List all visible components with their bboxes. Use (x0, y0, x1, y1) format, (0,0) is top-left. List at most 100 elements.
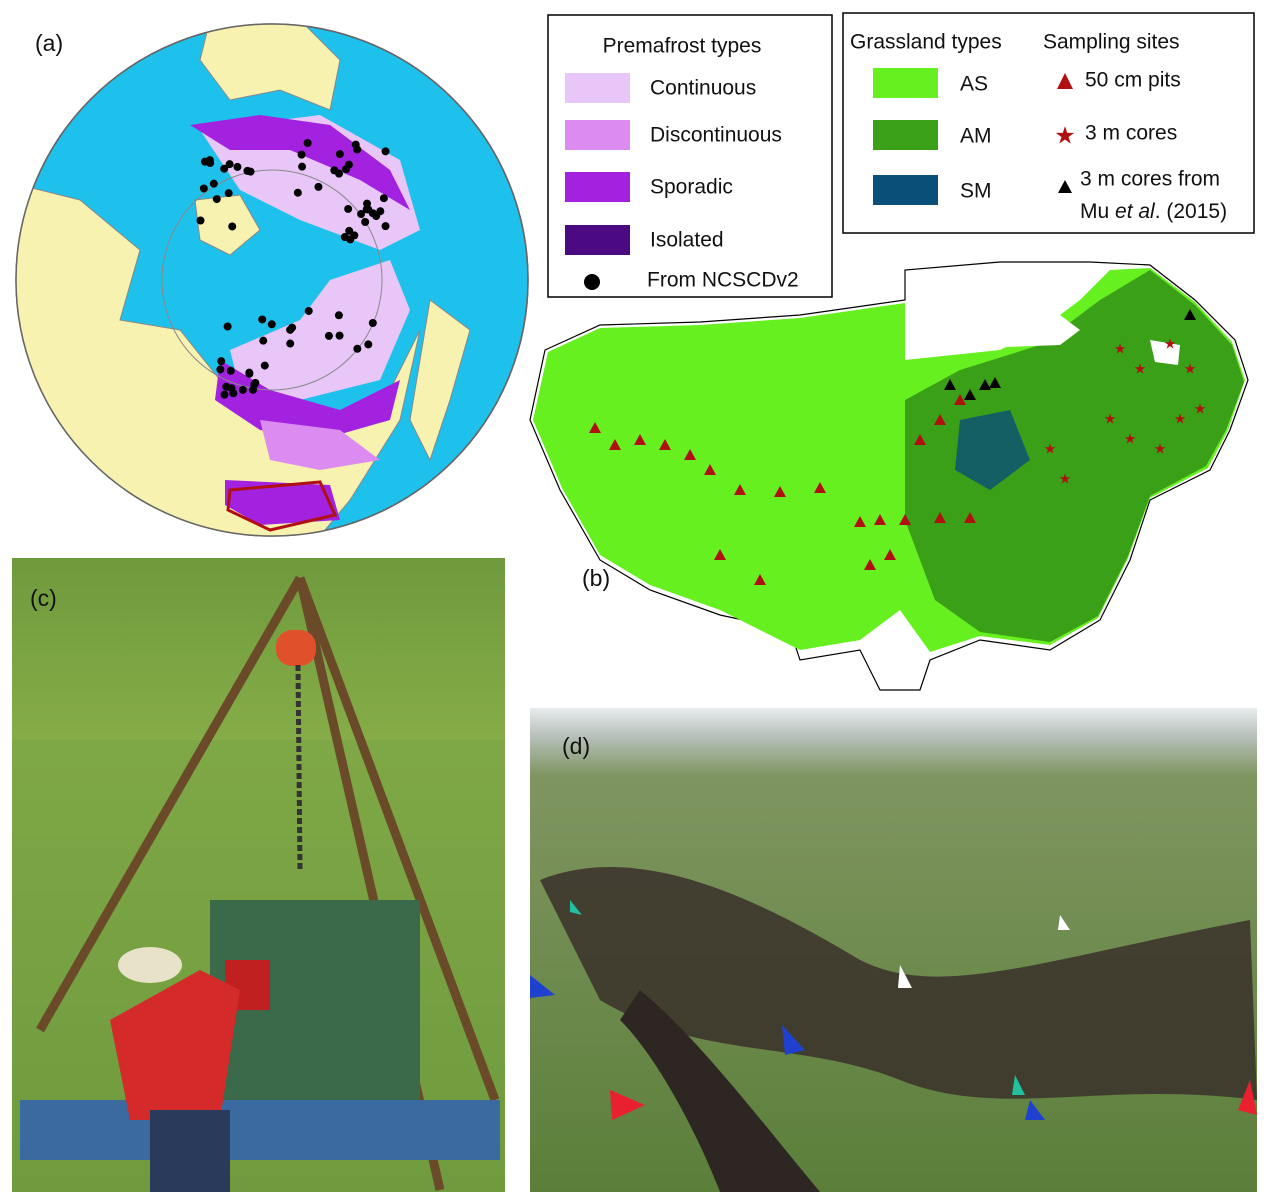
site-triangle (704, 464, 716, 475)
legend-label: AS (960, 73, 988, 96)
site-star: ★ (1044, 441, 1057, 457)
legend-label: 3 m cores (1085, 122, 1177, 145)
sample-dot (226, 366, 235, 375)
panel-label: (c) (30, 585, 57, 611)
site-triangle (899, 514, 911, 525)
sample-dot (267, 320, 276, 329)
sample-dot (233, 162, 242, 171)
sample-dot (293, 188, 302, 197)
sample-dot (324, 331, 333, 340)
sample-dots (196, 139, 390, 399)
panel-label: (a) (35, 30, 63, 56)
panel-label: (b) (582, 565, 610, 591)
site-marks: ★★★★★★★★★★★ (589, 309, 1206, 585)
site-star: ★ (1114, 341, 1127, 357)
sample-dot (220, 390, 229, 399)
plateau-map: ★★★★★★★★★★★ (529, 261, 1249, 691)
land (16, 24, 471, 536)
legend-swatch (873, 120, 938, 150)
panel-label: (d) (562, 733, 590, 759)
legend-label: Sporadic (650, 176, 733, 199)
site-triangle (659, 439, 671, 450)
photo-drilling (12, 558, 505, 1192)
site-triangle (754, 574, 766, 585)
site-triangle (1184, 309, 1196, 320)
site-triangle (989, 377, 1001, 388)
sample-dot (361, 218, 370, 227)
legend-triangle (1058, 180, 1072, 193)
site-triangle (979, 379, 991, 390)
legend-title: Premafrost types (603, 35, 762, 58)
sample-dot (223, 322, 232, 331)
sample-dot (381, 147, 390, 156)
sample-dot (379, 194, 388, 203)
legend-swatch (873, 68, 938, 98)
legend-label: Isolated (650, 229, 724, 252)
photo-slump (530, 708, 1257, 1192)
sample-dot (205, 156, 214, 165)
sample-dot (298, 162, 307, 171)
site-triangle (954, 394, 966, 405)
legend-label: SM (960, 180, 992, 203)
legend-star: ★ (1054, 122, 1076, 149)
site-triangle (964, 389, 976, 400)
sample-dot (344, 204, 353, 213)
site-triangle (864, 559, 876, 570)
text-part: . (2015) (1155, 200, 1227, 223)
site-triangle (634, 434, 646, 445)
sample-dot (245, 369, 254, 378)
site-triangle (774, 486, 786, 497)
legend-label: 3 m cores from (1080, 168, 1220, 191)
sample-dot (286, 339, 295, 348)
sample-dot (259, 336, 268, 345)
sample-dot (212, 195, 221, 204)
sample-dot (363, 199, 372, 208)
site-star: ★ (1154, 441, 1167, 457)
sample-dot (334, 311, 343, 320)
legend-label: From NCSCDv2 (647, 269, 799, 292)
sample-dot (196, 216, 205, 225)
sample-dot (249, 385, 258, 394)
sample-dot (350, 231, 359, 240)
site-star: ★ (1164, 336, 1177, 352)
site-star: ★ (1124, 431, 1137, 447)
legend-title: Sampling sites (1043, 31, 1180, 54)
sample-dot (216, 365, 225, 374)
sample-dot (357, 210, 366, 219)
text-part: Mu (1080, 200, 1115, 223)
site-star: ★ (1194, 401, 1207, 417)
sample-dot (243, 166, 252, 175)
site-triangle (854, 516, 866, 527)
legend-swatch (873, 175, 938, 205)
site-triangle (589, 422, 601, 433)
sample-dot (217, 357, 226, 366)
site-triangle (914, 434, 926, 445)
sample-dot (330, 166, 339, 175)
site-triangle (814, 482, 826, 493)
sample-dot (368, 318, 377, 327)
sample-dot (224, 189, 233, 198)
legend-swatch (565, 73, 630, 103)
legend-swatch (565, 225, 630, 255)
sample-dot (364, 340, 373, 349)
site-star: ★ (1134, 361, 1147, 377)
site-triangle (734, 484, 746, 495)
sample-dot (335, 331, 344, 340)
sample-dot (225, 160, 234, 169)
sample-dot (228, 222, 237, 231)
sample-dot (353, 344, 362, 353)
site-star: ★ (1184, 361, 1197, 377)
site-triangle (934, 512, 946, 523)
sample-dot (297, 150, 306, 159)
sample-dot (258, 315, 267, 324)
site-star: ★ (1174, 411, 1187, 427)
legend-label: 50 cm pits (1085, 69, 1181, 92)
sample-dot (260, 361, 269, 370)
legend-label: Mu et al. (2015) (1080, 200, 1227, 223)
legend-dot (584, 274, 600, 290)
sample-dot (227, 384, 236, 393)
sample-dot (304, 306, 313, 315)
legend-label: AM (960, 125, 992, 148)
site-triangle (874, 514, 886, 525)
sample-dot (381, 222, 390, 231)
